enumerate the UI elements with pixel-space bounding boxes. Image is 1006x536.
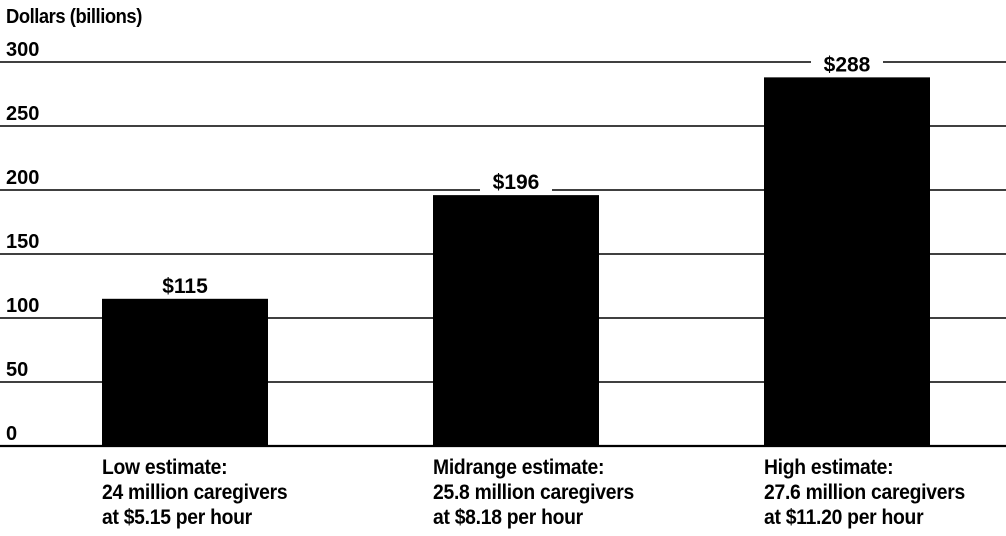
data-label: $288: [824, 53, 871, 76]
category-label-line: 24 million caregivers: [102, 481, 288, 504]
data-label-background: [149, 272, 221, 297]
category-label-high: High estimate: 27.6 million caregivers a…: [764, 455, 965, 530]
data-label: $196: [493, 171, 540, 194]
category-label-line: at $8.18 per hour: [433, 506, 583, 529]
category-label-line: 27.6 million caregivers: [764, 481, 965, 504]
bar: [102, 298, 268, 446]
category-label-line: Low estimate:: [102, 456, 228, 479]
data-label-background: [811, 51, 883, 76]
category-label-midrange: Midrange estimate: 25.8 million caregive…: [433, 455, 634, 530]
category-label-line: Midrange estimate:: [433, 456, 605, 479]
y-tick-label: 300: [6, 39, 39, 61]
category-label-line: at $11.20 per hour: [764, 506, 924, 529]
category-label-line: 25.8 million caregivers: [433, 481, 634, 504]
bar: [433, 195, 599, 446]
y-tick-label: 100: [6, 295, 39, 317]
category-label-low: Low estimate: 24 million caregivers at $…: [102, 455, 288, 530]
bar: [764, 77, 930, 447]
category-label-line: at $5.15 per hour: [102, 506, 252, 529]
y-tick-label: 250: [6, 103, 39, 125]
y-axis-label: Dollars (billions): [6, 6, 142, 28]
y-tick-label: 200: [6, 167, 39, 189]
y-tick-label: 50: [6, 359, 28, 381]
y-tick-label: 0: [6, 423, 17, 445]
y-tick-label: 150: [6, 231, 39, 253]
category-label-line: High estimate:: [764, 456, 894, 479]
data-label-background: [480, 169, 552, 194]
data-label: $115: [162, 275, 208, 298]
